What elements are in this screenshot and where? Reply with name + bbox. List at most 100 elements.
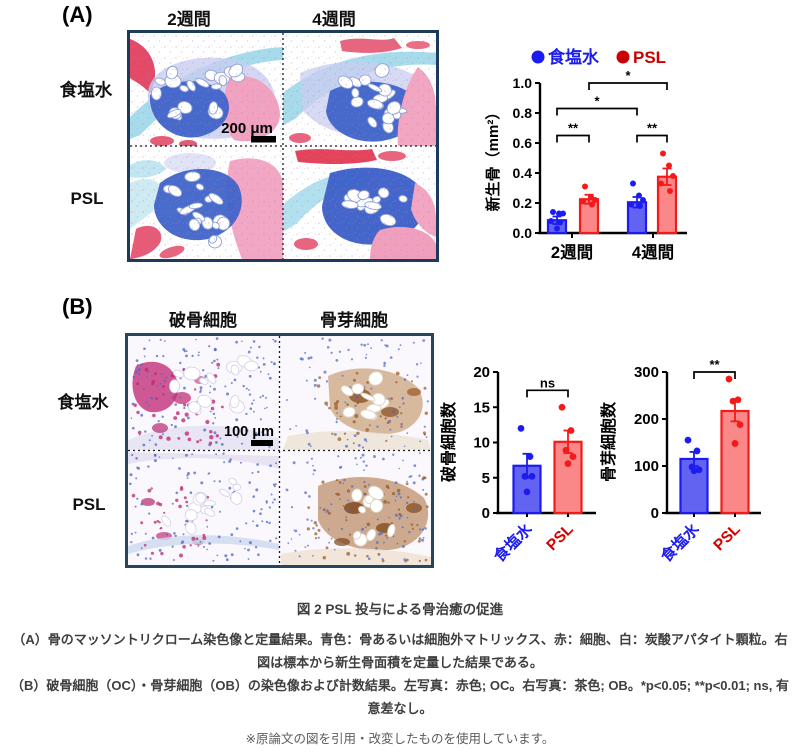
speckle-dot xyxy=(173,416,178,420)
y-tick-label: 20 xyxy=(473,364,490,381)
speckle-dot xyxy=(259,512,262,515)
speckle-dot xyxy=(247,558,250,560)
significance-label: ** xyxy=(568,121,579,136)
speckle-dot xyxy=(370,347,372,349)
speckle-dot xyxy=(426,400,429,403)
scale-bar-a xyxy=(251,136,276,143)
granule xyxy=(244,360,259,372)
speckle-dot xyxy=(206,525,209,528)
speckle-dot xyxy=(418,537,422,540)
speckle-dot xyxy=(202,533,206,537)
speckle-dot xyxy=(216,554,219,557)
speckle-dot xyxy=(215,337,219,340)
speckle-dot xyxy=(398,512,402,516)
speckle-dot xyxy=(203,545,205,548)
speckle-dot xyxy=(305,429,308,432)
speckle-dot xyxy=(187,416,190,420)
speckle-dot xyxy=(412,341,415,344)
speckle-dot xyxy=(221,405,224,409)
speckle-dot xyxy=(350,485,354,488)
y-tick-label: 0.6 xyxy=(513,135,533,151)
speckle-dot xyxy=(289,428,292,431)
speckle-dot xyxy=(386,536,389,539)
speckle-dot xyxy=(148,439,151,442)
speckle-dot xyxy=(215,453,218,456)
speckle-dot xyxy=(216,358,219,361)
caption-title: 図 2 PSL 投与による骨治癒の促進 xyxy=(296,602,504,617)
x-category-label: 食塩水 xyxy=(489,519,536,566)
speckle-dot xyxy=(287,542,290,545)
speckle-dot xyxy=(158,521,161,524)
speckle-dot xyxy=(394,499,397,502)
speckle-dot xyxy=(321,480,325,484)
speckle-dot xyxy=(198,351,200,354)
significance-bracket xyxy=(556,134,590,143)
speckle-dot xyxy=(327,511,331,515)
speckle-dot xyxy=(154,443,158,446)
speckle-dot xyxy=(204,374,208,378)
speckle-dot xyxy=(398,467,401,470)
speckle-dot xyxy=(424,492,428,496)
speckle-dot xyxy=(241,442,244,445)
speckle-dot xyxy=(314,397,317,400)
speckle-dot xyxy=(402,402,405,405)
speckle-dot xyxy=(130,541,133,544)
speckle-dot xyxy=(213,431,217,435)
speckle-dot xyxy=(209,410,212,413)
speckle-dot xyxy=(403,378,407,381)
speckle-dot xyxy=(367,343,369,346)
speckle-dot xyxy=(208,472,211,475)
speckle-dot xyxy=(394,513,398,517)
speckle-dot xyxy=(363,485,367,488)
speckle-dot xyxy=(304,491,307,495)
y-tick-label: 300 xyxy=(634,364,659,381)
quadrant-osteoclast-psl xyxy=(128,452,279,554)
speckle-dot xyxy=(211,361,214,364)
speckle-dot xyxy=(203,428,207,432)
data-point xyxy=(658,180,664,187)
speckle-dot xyxy=(228,486,232,490)
panel-a-row-header-psl: PSL xyxy=(70,189,104,208)
speckle-dot xyxy=(416,523,419,527)
speckle-dot xyxy=(396,542,399,545)
granule xyxy=(230,491,243,505)
data-point xyxy=(693,447,701,455)
speckle-dot xyxy=(364,386,366,388)
data-point xyxy=(667,188,673,194)
speckle-dot xyxy=(223,461,226,464)
caption-note: ※原論文の図を引用・改変したものを使用しています。 xyxy=(245,731,555,746)
speckle-dot xyxy=(197,544,200,547)
speckle-dot xyxy=(397,492,401,496)
data-point xyxy=(725,375,733,383)
speckle-dot xyxy=(396,488,401,493)
speckle-dot xyxy=(410,523,414,526)
speckle-dot xyxy=(248,541,252,545)
speckle-dot xyxy=(208,542,212,545)
speckle-dot xyxy=(150,551,154,555)
y-tick-label: 0 xyxy=(651,505,659,522)
speckle-dot xyxy=(397,508,400,511)
speckle-dot xyxy=(233,378,237,382)
speckle-dot xyxy=(182,533,185,536)
speckle-dot xyxy=(399,344,402,347)
speckle-dot xyxy=(410,475,413,478)
speckle-dot xyxy=(335,479,339,482)
data-point xyxy=(736,421,744,429)
speckle-dot xyxy=(178,467,181,470)
speckle-dot xyxy=(214,417,217,419)
speckle-dot xyxy=(186,520,189,523)
speckle-dot xyxy=(174,425,177,429)
speckle-dot xyxy=(261,520,264,523)
speckle-dot xyxy=(421,528,425,531)
speckle-dot xyxy=(359,456,362,459)
granule-cluster xyxy=(161,491,217,535)
speckle-dot xyxy=(220,443,224,446)
speckle-dot xyxy=(235,527,239,530)
speckle-dot xyxy=(272,483,276,486)
speckle-dot xyxy=(340,527,343,530)
speckle-dot xyxy=(140,413,144,417)
speckle-dot xyxy=(265,501,268,504)
data-point xyxy=(684,436,692,444)
speckle-dot xyxy=(155,354,159,358)
speckle-dot xyxy=(304,546,307,548)
